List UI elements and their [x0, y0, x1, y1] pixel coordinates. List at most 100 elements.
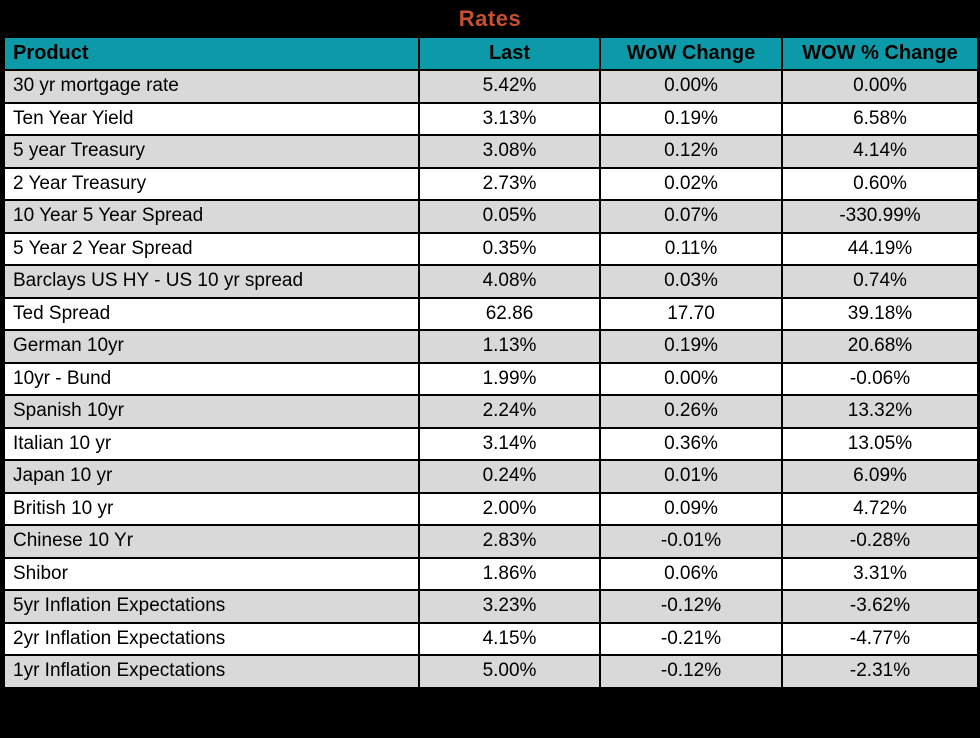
value-cell: 39.18%: [781, 296, 979, 331]
column-header-product: Product: [3, 36, 420, 71]
value-cell: 4.14%: [781, 134, 979, 169]
value-cell: 0.24%: [418, 459, 601, 494]
value-cell: 0.19%: [599, 101, 783, 136]
product-cell: 10yr - Bund: [3, 361, 420, 396]
value-cell: 0.60%: [781, 166, 979, 201]
value-cell: -0.12%: [599, 589, 783, 624]
value-cell: 0.19%: [599, 329, 783, 364]
table-row: 30 yr mortgage rate 5.42% 0.00% 0.00%: [3, 69, 979, 104]
value-cell: -330.99%: [781, 199, 979, 234]
value-cell: 0.36%: [599, 426, 783, 461]
value-cell: 0.00%: [599, 361, 783, 396]
value-cell: 0.05%: [418, 199, 601, 234]
product-cell: 5 Year 2 Year Spread: [3, 231, 420, 266]
value-cell: 0.00%: [599, 69, 783, 104]
value-cell: -0.12%: [599, 654, 783, 689]
value-cell: 1.13%: [418, 329, 601, 364]
product-cell: 5yr Inflation Expectations: [3, 589, 420, 624]
product-cell: 2 Year Treasury: [3, 166, 420, 201]
header-row: Product Last WoW Change WOW % Change: [3, 36, 979, 71]
value-cell: 0.74%: [781, 264, 979, 299]
product-cell: German 10yr: [3, 329, 420, 364]
value-cell: 3.23%: [418, 589, 601, 624]
table-row: Italian 10 yr 3.14% 0.36% 13.05%: [3, 426, 979, 461]
product-cell: 10 Year 5 Year Spread: [3, 199, 420, 234]
rates-table: Product Last WoW Change WOW % Change 30 …: [3, 36, 979, 689]
product-cell: British 10 yr: [3, 491, 420, 526]
table-row: 2yr Inflation Expectations 4.15% -0.21% -4.…: [3, 621, 979, 656]
table-row: 10yr - Bund 1.99% 0.00% -0.06%: [3, 361, 979, 396]
value-cell: 2.73%: [418, 166, 601, 201]
value-cell: 1.86%: [418, 556, 601, 591]
product-cell: Ten Year Yield: [3, 101, 420, 136]
product-cell: Chinese 10 Yr: [3, 524, 420, 559]
value-cell: -0.06%: [781, 361, 979, 396]
product-cell: 30 yr mortgage rate: [3, 69, 420, 104]
product-cell: Spanish 10yr: [3, 394, 420, 429]
value-cell: 0.01%: [599, 459, 783, 494]
value-cell: 0.03%: [599, 264, 783, 299]
table-row: Shibor 1.86% 0.06% 3.31%: [3, 556, 979, 591]
value-cell: 0.09%: [599, 491, 783, 526]
value-cell: 1.99%: [418, 361, 601, 396]
column-header-last: Last: [418, 36, 601, 71]
table-row: 2 Year Treasury 2.73% 0.02% 0.60%: [3, 166, 979, 201]
table-row: Japan 10 yr 0.24% 0.01% 6.09%: [3, 459, 979, 494]
value-cell: 3.13%: [418, 101, 601, 136]
value-cell: 4.72%: [781, 491, 979, 526]
value-cell: 5.00%: [418, 654, 601, 689]
value-cell: 44.19%: [781, 231, 979, 266]
table-row: 10 Year 5 Year Spread 0.05% 0.07% -330.99%: [3, 199, 979, 234]
value-cell: 0.02%: [599, 166, 783, 201]
product-cell: 1yr Inflation Expectations: [3, 654, 420, 689]
value-cell: -0.21%: [599, 621, 783, 656]
value-cell: 6.09%: [781, 459, 979, 494]
value-cell: 0.26%: [599, 394, 783, 429]
table-body: 30 yr mortgage rate 5.42% 0.00% 0.00% Ten Ye…: [3, 69, 979, 689]
value-cell: 13.32%: [781, 394, 979, 429]
value-cell: 0.07%: [599, 199, 783, 234]
value-cell: -2.31%: [781, 654, 979, 689]
product-cell: Italian 10 yr: [3, 426, 420, 461]
value-cell: 2.83%: [418, 524, 601, 559]
value-cell: 0.11%: [599, 231, 783, 266]
value-cell: 2.00%: [418, 491, 601, 526]
table-row: 5yr Inflation Expectations 3.23% -0.12% -3.…: [3, 589, 979, 624]
product-cell: Shibor: [3, 556, 420, 591]
product-cell: 5 year Treasury: [3, 134, 420, 169]
value-cell: 20.68%: [781, 329, 979, 364]
table-row: Ted Spread 62.86 17.70 39.18%: [3, 296, 979, 331]
value-cell: 3.08%: [418, 134, 601, 169]
column-header-wow-change: WoW Change: [599, 36, 783, 71]
value-cell: -0.01%: [599, 524, 783, 559]
value-cell: 0.12%: [599, 134, 783, 169]
value-cell: 62.86: [418, 296, 601, 331]
table-row: 1yr Inflation Expectations 5.00% -0.12% -2.…: [3, 654, 979, 689]
value-cell: 2.24%: [418, 394, 601, 429]
value-cell: 0.35%: [418, 231, 601, 266]
table-row: Chinese 10 Yr 2.83% -0.01% -0.28%: [3, 524, 979, 559]
table-row: Ten Year Yield 3.13% 0.19% 6.58%: [3, 101, 979, 136]
product-cell: Ted Spread: [3, 296, 420, 331]
value-cell: 3.31%: [781, 556, 979, 591]
table-row: 5 Year 2 Year Spread 0.35% 0.11% 44.19%: [3, 231, 979, 266]
table-row: British 10 yr 2.00% 0.09% 4.72%: [3, 491, 979, 526]
table-title: Rates: [3, 3, 977, 36]
value-cell: -3.62%: [781, 589, 979, 624]
table-row: Spanish 10yr 2.24% 0.26% 13.32%: [3, 394, 979, 429]
product-cell: Japan 10 yr: [3, 459, 420, 494]
value-cell: 5.42%: [418, 69, 601, 104]
table-row: German 10yr 1.13% 0.19% 20.68%: [3, 329, 979, 364]
value-cell: 4.15%: [418, 621, 601, 656]
table-row: Barclays US HY - US 10 yr spread 4.08% 0.0…: [3, 264, 979, 299]
product-cell: Barclays US HY - US 10 yr spread: [3, 264, 420, 299]
value-cell: 6.58%: [781, 101, 979, 136]
column-header-wow-pct-change: WOW % Change: [781, 36, 979, 71]
value-cell: 0.06%: [599, 556, 783, 591]
table-row: 5 year Treasury 3.08% 0.12% 4.14%: [3, 134, 979, 169]
value-cell: 17.70: [599, 296, 783, 331]
value-cell: -4.77%: [781, 621, 979, 656]
value-cell: 3.14%: [418, 426, 601, 461]
value-cell: 0.00%: [781, 69, 979, 104]
